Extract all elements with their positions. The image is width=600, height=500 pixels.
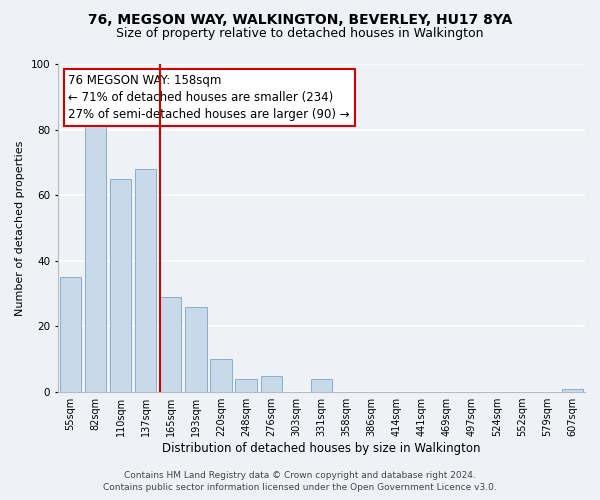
Text: 76, MEGSON WAY, WALKINGTON, BEVERLEY, HU17 8YA: 76, MEGSON WAY, WALKINGTON, BEVERLEY, HU… — [88, 12, 512, 26]
Bar — [185, 307, 206, 392]
Bar — [562, 389, 583, 392]
Bar — [60, 278, 81, 392]
X-axis label: Distribution of detached houses by size in Walkington: Distribution of detached houses by size … — [162, 442, 481, 455]
Y-axis label: Number of detached properties: Number of detached properties — [15, 140, 25, 316]
Bar — [235, 379, 257, 392]
Text: 76 MEGSON WAY: 158sqm
← 71% of detached houses are smaller (234)
27% of semi-det: 76 MEGSON WAY: 158sqm ← 71% of detached … — [68, 74, 350, 121]
Text: Contains HM Land Registry data © Crown copyright and database right 2024.
Contai: Contains HM Land Registry data © Crown c… — [103, 471, 497, 492]
Bar — [160, 297, 181, 392]
Bar — [85, 123, 106, 392]
Bar — [135, 169, 157, 392]
Bar — [110, 179, 131, 392]
Bar — [211, 360, 232, 392]
Text: Size of property relative to detached houses in Walkington: Size of property relative to detached ho… — [116, 28, 484, 40]
Bar — [260, 376, 282, 392]
Bar — [311, 379, 332, 392]
